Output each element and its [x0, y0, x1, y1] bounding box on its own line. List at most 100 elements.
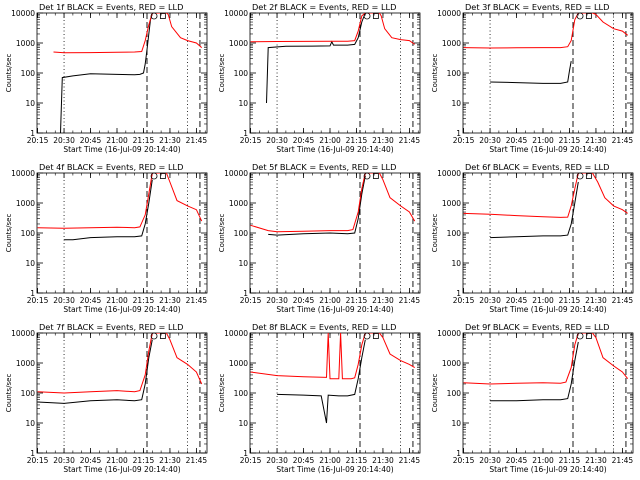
circle-marker: [363, 12, 371, 20]
series-group: [250, 333, 415, 424]
reference-lines: [63, 173, 201, 293]
reference-lines: [489, 13, 627, 133]
events-series-line: [60, 13, 153, 133]
x-tick-label: 20:45: [80, 456, 102, 465]
y-tick-label: 1000: [442, 359, 461, 368]
x-tick-label: 21:00: [532, 296, 554, 305]
circle-marker: [576, 332, 584, 340]
series-group: [463, 13, 629, 84]
x-tick-label: 21:45: [612, 136, 634, 145]
y-axis-label: Counts/sec: [218, 54, 226, 93]
y-axis-label: Counts/sec: [5, 54, 13, 93]
x-tick-label: 21:00: [532, 456, 554, 465]
y-tick-label: 10000: [224, 329, 248, 338]
events-series-line: [266, 13, 366, 104]
x-tick-label: 21:30: [585, 296, 607, 305]
x-tick-label: 21:15: [559, 136, 581, 145]
lld-series-line: [37, 173, 203, 229]
lld-series-line: [53, 13, 203, 54]
events-series-line: [268, 175, 366, 236]
plot-frame: [462, 332, 634, 454]
x-tick-label: 21:45: [186, 456, 208, 465]
x-tick-label: 21:15: [133, 296, 155, 305]
y-tick-label: 100: [447, 229, 462, 238]
y-tick-label: 1: [30, 449, 35, 458]
panel-title: Det 2f BLACK = Events, RED = LLD: [252, 2, 396, 12]
x-tick-label: 21:00: [319, 136, 341, 145]
plot-frame: [462, 172, 634, 294]
x-tick-label: 21:15: [559, 296, 581, 305]
reference-lines: [276, 333, 414, 453]
reference-lines: [489, 333, 627, 453]
circle-marker: [150, 332, 158, 340]
plot-panel-5: Det 5f BLACK = Events, RED = LLD 1 10 100 10…: [218, 162, 420, 314]
events-series-line: [37, 339, 153, 404]
panel-title: Det 5f BLACK = Events, RED = LLD: [252, 162, 396, 172]
y-axis-label: Counts/sec: [5, 214, 13, 253]
y-tick-label: 1000: [16, 199, 35, 208]
x-tick-label: 21:15: [133, 456, 155, 465]
y-tick-label: 100: [21, 389, 36, 398]
lld-series-line: [463, 13, 629, 49]
x-axis-label: Start Time (16-Jul-09 20:14:40): [489, 145, 606, 154]
y-tick-label: 1: [243, 289, 248, 298]
x-axis-label: Start Time (16-Jul-09 20:14:40): [276, 305, 393, 314]
x-tick-label: 21:30: [159, 136, 181, 145]
circle-marker: [363, 332, 371, 340]
y-tick-label: 1000: [229, 199, 248, 208]
circle-marker: [576, 12, 584, 20]
square-marker: [372, 173, 379, 179]
plot-panel-4: Det 4f BLACK = Events, RED = LLD 1 10 100 10…: [5, 162, 207, 314]
plot-panel-3: Det 3f BLACK = Events, RED = LLD 1 10 100 10…: [431, 2, 633, 154]
y-tick-label: 10000: [11, 169, 35, 178]
panel-title: Det 9f BLACK = Events, RED = LLD: [465, 322, 609, 332]
lld-series-line: [250, 333, 415, 380]
lld-series-line: [250, 13, 415, 45]
plot-frame: [249, 332, 421, 454]
x-tick-label: 21:15: [559, 456, 581, 465]
y-tick-label: 1: [456, 449, 461, 458]
series-group: [53, 13, 203, 133]
y-axis-label: Counts/sec: [218, 214, 226, 253]
x-axis-label: Start Time (16-Jul-09 20:14:40): [63, 465, 180, 474]
x-tick-label: 20:30: [53, 456, 75, 465]
events-series-line: [490, 61, 572, 84]
x-axis-label: Start Time (16-Jul-09 20:14:40): [63, 305, 180, 314]
panel-title: Det 8f BLACK = Events, RED = LLD: [252, 322, 396, 332]
y-tick-label: 10000: [224, 9, 248, 18]
reference-lines: [63, 333, 201, 453]
y-tick-label: 1000: [16, 359, 35, 368]
y-tick-label: 1: [30, 129, 35, 138]
lld-series-line: [37, 333, 203, 394]
y-tick-label: 10: [25, 259, 35, 268]
series-group: [463, 173, 628, 239]
x-axis-label: Start Time (16-Jul-09 20:14:40): [276, 145, 393, 154]
y-tick-label: 10: [238, 99, 248, 108]
x-tick-label: 20:45: [80, 136, 102, 145]
y-tick-label: 10: [451, 99, 461, 108]
x-tick-label: 21:15: [346, 456, 368, 465]
x-tick-label: 20:30: [53, 296, 75, 305]
x-tick-label: 21:45: [399, 136, 421, 145]
y-tick-label: 10000: [224, 169, 248, 178]
lld-series-line: [463, 173, 628, 218]
reference-lines: [276, 13, 414, 133]
x-tick-label: 20:30: [266, 296, 288, 305]
y-tick-label: 100: [234, 69, 249, 78]
x-tick-label: 21:00: [319, 296, 341, 305]
x-axis-label: Start Time (16-Jul-09 20:14:40): [489, 305, 606, 314]
x-tick-label: 20:15: [453, 136, 475, 145]
plot-frame: [249, 12, 421, 134]
panel-title: Det 6f BLACK = Events, RED = LLD: [465, 162, 609, 172]
events-series-line: [490, 181, 579, 239]
y-tick-label: 1000: [442, 199, 461, 208]
plot-panel-8: Det 8f BLACK = Events, RED = LLD 1 10 100 10…: [218, 322, 420, 474]
square-marker: [585, 333, 592, 339]
plot-frame: [36, 12, 208, 134]
x-tick-label: 21:30: [159, 456, 181, 465]
y-tick-label: 100: [234, 229, 249, 238]
y-tick-label: 100: [447, 69, 462, 78]
x-tick-label: 20:30: [53, 136, 75, 145]
lld-series-line: [250, 173, 416, 233]
